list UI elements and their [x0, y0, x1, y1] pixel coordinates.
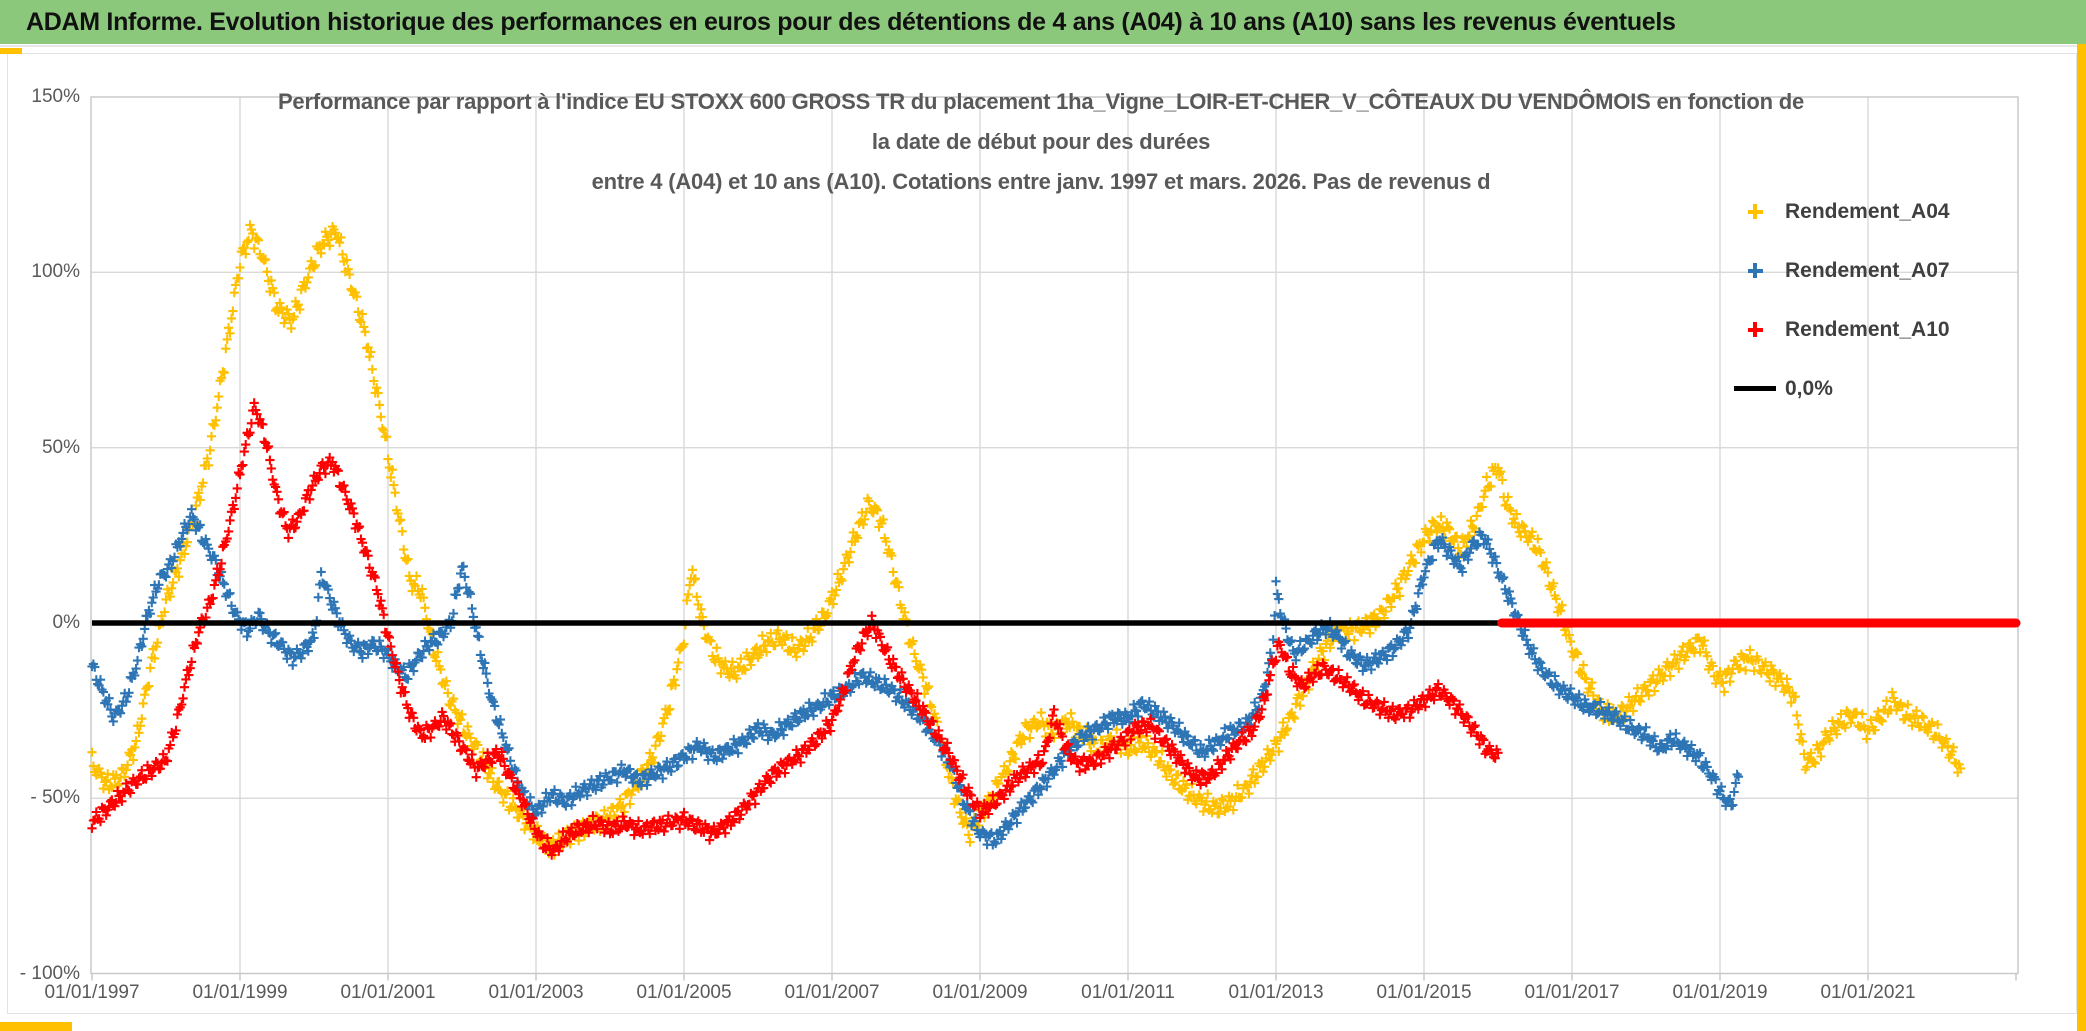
x-axis-label: 01/01/2003: [488, 982, 584, 1003]
legend-item-zero-line[interactable]: 0,0%: [1734, 359, 1950, 418]
y-axis-label: - 100%: [19, 962, 80, 984]
x-axis-label: 01/01/2017: [1524, 982, 1620, 1003]
legend-item-rendement-a07[interactable]: Rendement_A07: [1734, 241, 1950, 300]
y-axis-label: 150%: [31, 85, 80, 107]
legend-label: 0,0%: [1785, 376, 1833, 400]
gold-accent: [2077, 44, 2086, 1031]
x-axis-label: 01/01/2019: [1672, 982, 1768, 1003]
x-axis-label: 01/01/1997: [44, 982, 140, 1003]
x-axis-label: 01/01/2013: [1228, 982, 1324, 1003]
y-axis-label: - 50%: [30, 787, 80, 809]
y-axis-label: 100%: [31, 261, 80, 283]
legend-item-rendement-a04[interactable]: Rendement_A04: [1734, 182, 1950, 241]
x-axis-label: 01/01/2021: [1820, 982, 1916, 1003]
x-axis-label: 01/01/1999: [192, 982, 288, 1003]
chart-title-line-2: la date de début pour des durées: [871, 129, 1211, 154]
x-axis-label: 01/01/2005: [636, 982, 732, 1003]
legend: Rendement_A04 Rendement_A07 Rendement_A1…: [1734, 182, 1950, 418]
legend-label: Rendement_A04: [1785, 199, 1950, 223]
chart-title: Performance par rapport à l'indice EU ST…: [91, 82, 1991, 202]
header-bar: ADAM Informe. Evolution historique des p…: [0, 0, 2086, 44]
chart-frame: [7, 53, 2077, 1014]
chart-title-line-1: Performance par rapport à l'indice EU ST…: [277, 89, 1805, 114]
plus-marker-icon: [1734, 263, 1776, 278]
x-axis-label: 01/01/2001: [340, 982, 436, 1003]
gold-accent: [0, 1022, 72, 1031]
legend-label: Rendement_A07: [1785, 258, 1950, 282]
plus-marker-icon: [1734, 322, 1776, 337]
y-axis-label: 0%: [52, 612, 80, 633]
legend-label: Rendement_A10: [1785, 317, 1950, 341]
chart-title-line-3: entre 4 (A04) et 10 ans (A10). Cotations…: [591, 169, 1491, 194]
x-axis-label: 01/01/2007: [784, 982, 880, 1003]
legend-item-rendement-a10[interactable]: Rendement_A10: [1734, 300, 1950, 359]
plus-marker-icon: [1734, 204, 1776, 219]
x-axis-label: 01/01/2011: [1081, 982, 1175, 1003]
x-axis-label: 01/01/2009: [932, 982, 1028, 1003]
gold-accent: [0, 48, 22, 54]
line-marker-icon: [1734, 386, 1776, 391]
x-axis-label: 01/01/2015: [1376, 982, 1472, 1003]
header-underline: [0, 45, 2086, 47]
y-axis-label: 50%: [41, 436, 80, 458]
header-title: ADAM Informe. Evolution historique des p…: [26, 7, 1676, 36]
